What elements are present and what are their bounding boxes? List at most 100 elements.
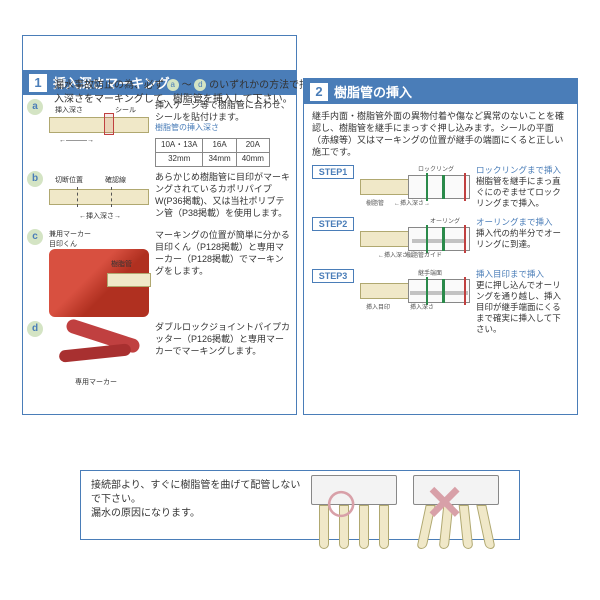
step1-text: ロックリングまで挿入 樹脂管を継手にまっ直ぐにのぞませてロックリングまで挿入。: [476, 165, 569, 209]
step3-tag-mark: 挿入目印: [366, 302, 390, 311]
label-depth: 挿入深さ: [55, 105, 83, 115]
marker-pipe-icon: [107, 273, 151, 287]
pipe-icon: [359, 505, 369, 549]
cutter-handle2-icon: [59, 343, 132, 362]
step2-diagram: オーリング 樹脂管ガイド ←挿入深さ→: [360, 217, 470, 263]
bottom-figures: ○ ×: [307, 453, 507, 553]
label-depth-b: ←挿入深さ→: [79, 211, 121, 221]
ok-pipes: [311, 505, 397, 549]
pipe-icon: [439, 505, 454, 549]
sd-lockring-icon: [426, 277, 428, 305]
section1-content: a 挿入深さ シール ←―――→ 挿入ゲージ等で樹脂管に合わせ、シールを貼付けま…: [23, 95, 296, 391]
th-2: 16A: [203, 139, 236, 153]
label-mejirushi: 目印くん: [49, 239, 149, 249]
ng-fitting-icon: [413, 475, 499, 505]
method-c-row: c 兼用マーカー 目印くん 樹脂管 マーキングの位置が簡単に分かる目印くん（P1…: [27, 229, 292, 317]
step3-body: 更に押し込んでオーリングを通り越し、挿入目印が継手端面にくるまで確実に挿入して下…: [476, 280, 561, 334]
step1-row: STEP1 ロックリング 樹脂管 ←挿入深さ→ ロックリングまで挿入 樹脂管を継…: [304, 163, 577, 215]
label-cut: 切断位置: [55, 175, 83, 185]
pipe-icon: [319, 505, 329, 549]
step1-diagram: ロックリング 樹脂管 ←挿入深さ→: [360, 165, 470, 211]
pipe-icon: [416, 505, 435, 549]
sd-lockring-icon: [426, 225, 428, 253]
intro-pre: 漏水事故防止の為、必ず: [54, 80, 164, 91]
label-chk: 確認線: [105, 175, 126, 185]
label-pipe-c: 樹脂管: [111, 259, 132, 269]
pipe-icon: [49, 189, 149, 205]
sd-oring-icon: [442, 175, 445, 199]
step2-text: オーリングまで挿入 挿入代の約半分でオーリングに到達。: [476, 217, 569, 250]
label-marker-c: 兼用マーカー: [49, 229, 149, 239]
step1-tag-depth: ←挿入深さ→: [394, 198, 430, 207]
step2-row: STEP2 オーリング 樹脂管ガイド ←挿入深さ→ オーリングまで挿入 挿入代の…: [304, 215, 577, 267]
method-b-badge: b: [27, 171, 43, 187]
section2-number: 2: [310, 83, 328, 101]
pipe-icon: [476, 505, 495, 549]
label-marker-d: 専用マーカー: [75, 377, 149, 387]
step3-diagram: 継手端面 挿入目印 挿入深さ: [360, 269, 470, 315]
step1-title: ロックリングまで挿入: [476, 165, 561, 175]
sd-guide-icon: [410, 291, 468, 295]
step3-tag-end: 継手端面: [418, 268, 442, 277]
method-c-diagram: 兼用マーカー 目印くん 樹脂管: [49, 229, 149, 317]
sd-redline-icon: [464, 277, 466, 305]
step2-body: 挿入代の約半分でオーリングに到達。: [476, 228, 561, 249]
step2-title: オーリングまで挿入: [476, 217, 553, 227]
method-a-diagram: 挿入深さ シール ←―――→: [49, 99, 149, 153]
method-b-diagram: 切断位置 確認線 ←挿入深さ→: [49, 171, 149, 225]
step3-text: 挿入目印まで挿入 更に押し込んでオーリングを通り越し、挿入目印が継手端面にくるま…: [476, 269, 569, 335]
method-d-diagram: 専用マーカー: [49, 321, 149, 387]
step2-tag-oring: オーリング: [430, 216, 460, 225]
bottom-text: 接続部より、すぐに樹脂管を曲げて配管しないで下さい。 漏水の原因になります。: [81, 471, 311, 529]
method-c-desc: マーキングの位置が簡単に分かる目印くん（P128掲載）と専用マーカー（P128掲…: [155, 229, 292, 278]
step3-title: 挿入目印まで挿入: [476, 269, 544, 279]
step1-body: 樹脂管を継手にまっ直ぐにのぞませてロックリングまで挿入。: [476, 176, 561, 208]
seal-mark-icon: [104, 113, 114, 135]
step2-label: STEP2: [312, 217, 354, 231]
pipe-icon: [379, 505, 389, 549]
cutline-icon: [77, 187, 78, 207]
step1-tag-pipe: 樹脂管: [366, 198, 384, 207]
sd-redline-icon: [464, 173, 466, 201]
section2-title-bar: 2 樹脂管の挿入: [304, 79, 577, 104]
step1-label: STEP1: [312, 165, 354, 179]
section2-desc: 継手内面・樹脂管外面の異物付着や傷など異常のないことを確認し、樹脂管を継手にまっ…: [304, 104, 577, 163]
method-a-badge: a: [27, 99, 43, 115]
sd-oring-icon: [442, 279, 445, 303]
method-d-row: d 専用マーカー ダブルロックジョイントパイプカッター（P126掲載）と専用マー…: [27, 321, 292, 387]
section2-title: 樹脂管の挿入: [334, 82, 412, 101]
bottom-line2: 漏水の原因になります。: [91, 508, 200, 519]
marker-tool-icon: 樹脂管: [49, 249, 149, 317]
pipe-icon: [49, 117, 149, 133]
depth-table: 10A・13A 16A 20A 32mm 34mm 40mm: [155, 138, 270, 167]
method-d-badge: d: [27, 321, 43, 337]
ng-pipes: [413, 505, 499, 549]
intro-mid: 〜: [182, 80, 192, 91]
badge-a-icon: a: [167, 79, 179, 91]
td-1: 32mm: [156, 152, 203, 166]
depth-arrow: ←―――→: [59, 137, 94, 144]
checkline-icon: [111, 187, 112, 207]
sd-guide-icon: [412, 239, 464, 243]
step3-tag-depth: 挿入深さ: [410, 302, 434, 311]
td-3: 40mm: [236, 152, 269, 166]
pipe-icon: [339, 505, 349, 549]
section1-number: 1: [29, 74, 47, 92]
badge-d-icon: d: [194, 79, 206, 91]
label-seal: シール: [115, 105, 136, 115]
sd-oring-icon: [442, 227, 445, 251]
table-caption: 樹脂管の挿入深さ: [155, 123, 292, 134]
bottom-line1: 接続部より、すぐに樹脂管を曲げて配管しないで下さい。: [91, 480, 300, 505]
sd-redline-icon: [464, 225, 466, 253]
ok-fitting-icon: [311, 475, 397, 505]
method-b-row: b 切断位置 確認線 ←挿入深さ→ あらかじめ樹脂管に目印がマーキングされている…: [27, 171, 292, 225]
step3-row: STEP3 継手端面 挿入目印 挿入深さ 挿入目印まで挿入 更に押し込んでオーリ…: [304, 267, 577, 339]
sd-fitting-icon: [408, 175, 470, 199]
method-b-desc: あらかじめ樹脂管に目印がマーキングされているカポリパイプW(P36掲載)、又は当…: [155, 171, 292, 220]
sd-lockring-icon: [426, 173, 428, 201]
bottom-panel: 接続部より、すぐに樹脂管を曲げて配管しないで下さい。 漏水の原因になります。 ○…: [80, 470, 520, 540]
td-2: 34mm: [203, 152, 236, 166]
step1-tag-lock: ロックリング: [418, 164, 454, 173]
th-1: 10A・13A: [156, 139, 203, 153]
pipe-icon: [459, 505, 474, 549]
